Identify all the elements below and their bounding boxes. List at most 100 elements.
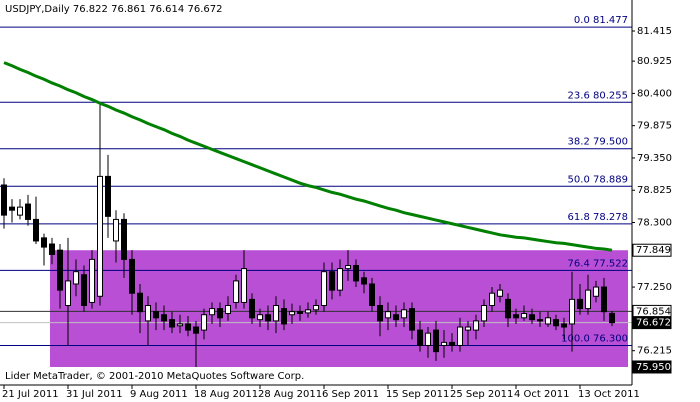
price-label: 75.950 <box>636 362 671 373</box>
candle-body <box>265 314 271 322</box>
candle-body <box>553 319 559 327</box>
candle-body <box>401 309 407 319</box>
candle-body <box>529 314 535 321</box>
candle-body <box>289 311 295 316</box>
candle-body <box>73 271 79 285</box>
candle-body <box>513 314 519 319</box>
x-tick-label: 9 Aug 2011 <box>130 389 188 400</box>
candle-body <box>257 314 263 321</box>
candle-body <box>49 243 55 255</box>
price-label: 77.849 <box>636 245 671 256</box>
candle-body <box>153 311 159 319</box>
y-tick-label: 79.350 <box>637 153 672 164</box>
fibo-price: 77.522 <box>593 258 628 269</box>
x-tick-label: 28 Aug 2011 <box>258 389 322 400</box>
candle-body <box>217 308 223 319</box>
y-tick-label: 78.825 <box>637 185 672 196</box>
candle-body <box>577 298 583 310</box>
x-tick-label: 21 Jul 2011 <box>2 389 59 400</box>
price-label: 76.672 <box>636 318 671 329</box>
candle-body <box>337 268 343 291</box>
candle-body <box>241 268 247 303</box>
candle-body <box>433 329 439 353</box>
x-tick-label: 6 Sep 2011 <box>322 389 379 400</box>
fibo-price: 78.278 <box>593 212 628 223</box>
fibo-label: 0.0 81.477 <box>574 15 628 26</box>
candle-body <box>601 286 607 313</box>
y-tick-label: 80.925 <box>637 56 672 67</box>
price-label-box <box>632 316 672 330</box>
candle-body <box>345 265 351 270</box>
fibo-price: 81.477 <box>593 15 628 26</box>
candle-body <box>481 305 487 322</box>
candle-body <box>161 314 167 322</box>
candle-body <box>537 319 543 322</box>
candle-body <box>457 326 463 346</box>
candle-body <box>609 312 615 324</box>
fibo-ratio: 100.0 <box>561 333 590 344</box>
candle-body <box>593 286 599 297</box>
footer: Lider MetaTrader, © 2001-2010 MetaQuotes… <box>5 371 304 382</box>
fibo-price: 78.889 <box>593 174 628 185</box>
candle-body <box>585 289 591 310</box>
candle-body <box>425 332 431 346</box>
ohlc-low: 76.614 <box>149 4 184 15</box>
candle-body <box>473 320 479 331</box>
fibo-ratio: 0.0 <box>574 15 590 26</box>
candle-body <box>329 271 335 291</box>
x-tick-label: 13 Oct 2011 <box>578 389 640 400</box>
fibo-ratio: 38.2 <box>568 137 590 148</box>
candle-body <box>417 329 423 346</box>
candle-body <box>193 326 199 334</box>
candle-body <box>489 292 495 307</box>
candle-body <box>505 298 511 319</box>
candle-body <box>409 308 415 331</box>
candle-body <box>377 305 383 322</box>
candle-body <box>233 280 239 303</box>
fibo-price: 80.255 <box>593 90 628 101</box>
candle-body <box>305 309 311 314</box>
fibo-label: 50.0 78.889 <box>568 174 628 185</box>
candle-body <box>145 305 151 322</box>
candle-body <box>313 305 319 311</box>
ohlc-open: 76.822 <box>73 4 108 15</box>
fibo-ratio: 61.8 <box>568 212 590 223</box>
y-tick-label: 77.250 <box>637 282 672 293</box>
fibo-price: 76.300 <box>593 333 628 344</box>
fibo-label: 76.4 77.522 <box>568 258 628 269</box>
candle-body <box>129 258 135 294</box>
candle-body <box>185 323 191 331</box>
candle-body <box>385 311 391 319</box>
candle-body <box>121 218 127 260</box>
fibo-ratio: 76.4 <box>568 258 590 269</box>
candle-body <box>41 237 47 248</box>
candle-body <box>57 249 63 291</box>
x-tick-label: 4 Oct 2011 <box>514 389 569 400</box>
ohlc-high: 76.861 <box>111 4 146 15</box>
y-tick-label: 79.875 <box>637 121 672 132</box>
candle-body <box>353 265 359 282</box>
candle-body <box>441 341 447 346</box>
fibo-ratio: 50.0 <box>568 174 590 185</box>
candle-body <box>89 258 95 303</box>
y-tick-label: 80.400 <box>637 88 672 99</box>
candle-body <box>321 271 327 307</box>
fibo-label: 38.2 79.500 <box>568 137 628 148</box>
candle-body <box>297 311 303 314</box>
candle-body <box>33 218 39 242</box>
candle-body <box>97 175 103 297</box>
candle-body <box>201 314 207 331</box>
ohlc-close: 76.672 <box>187 4 222 15</box>
candle-body <box>561 323 567 328</box>
y-tick-label: 78.300 <box>637 218 672 229</box>
candle-body <box>1 184 7 216</box>
candle-body <box>81 274 87 307</box>
candle-body <box>137 292 143 313</box>
candle-body <box>17 206 23 216</box>
candle-body <box>393 314 399 321</box>
rectangle <box>50 250 628 367</box>
fibo-price: 79.500 <box>593 137 628 148</box>
price-label-box <box>632 243 672 257</box>
candle-body <box>177 323 183 327</box>
